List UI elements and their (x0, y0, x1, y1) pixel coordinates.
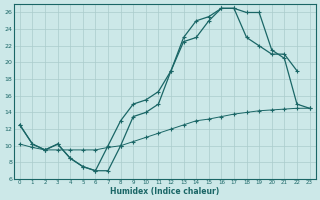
X-axis label: Humidex (Indice chaleur): Humidex (Indice chaleur) (110, 187, 219, 196)
